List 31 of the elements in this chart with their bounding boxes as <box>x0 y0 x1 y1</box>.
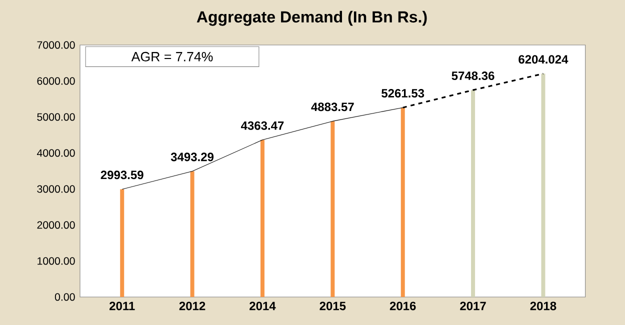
data-label: 5748.36 <box>452 72 494 80</box>
x-tick-label: 2018 <box>530 302 556 310</box>
data-label: 5261.53 <box>382 89 424 98</box>
bar <box>471 90 476 297</box>
x-tick-label: 2017 <box>460 302 486 310</box>
y-tick-label: 2000.00 <box>37 221 75 229</box>
y-tick-label: 7000.00 <box>37 41 75 49</box>
bar <box>541 74 546 297</box>
y-tick-label: 0.00 <box>54 293 75 301</box>
chart-title: Aggregate Demand (In Bn Rs.) <box>196 10 427 26</box>
bar <box>330 121 335 297</box>
x-tick-label: 2014 <box>250 302 276 310</box>
data-label: 4363.47 <box>240 121 284 130</box>
bar <box>190 171 194 297</box>
bar <box>120 189 124 297</box>
data-label: 4883.57 <box>311 102 354 112</box>
y-tick-label: 6000.00 <box>37 77 75 85</box>
y-tick-label: 5000.00 <box>37 113 75 121</box>
annotation: AGR = 7.74% <box>131 52 213 62</box>
x-tick-label: 2012 <box>179 302 206 310</box>
data-label: 2993.59 <box>100 170 144 180</box>
x-tick-label: 2016 <box>390 302 416 310</box>
x-tick-label: 2015 <box>320 302 346 310</box>
y-tick-label: 3000.00 <box>37 185 75 193</box>
x-tick-label: 2011 <box>110 302 135 310</box>
bar <box>260 140 264 297</box>
bar <box>400 108 405 297</box>
y-tick-label: 4000.00 <box>36 149 75 157</box>
data-label: 6204.024 <box>518 55 568 64</box>
y-tick-label: 1000.00 <box>38 257 75 265</box>
data-label: 3493.29 <box>170 152 214 162</box>
